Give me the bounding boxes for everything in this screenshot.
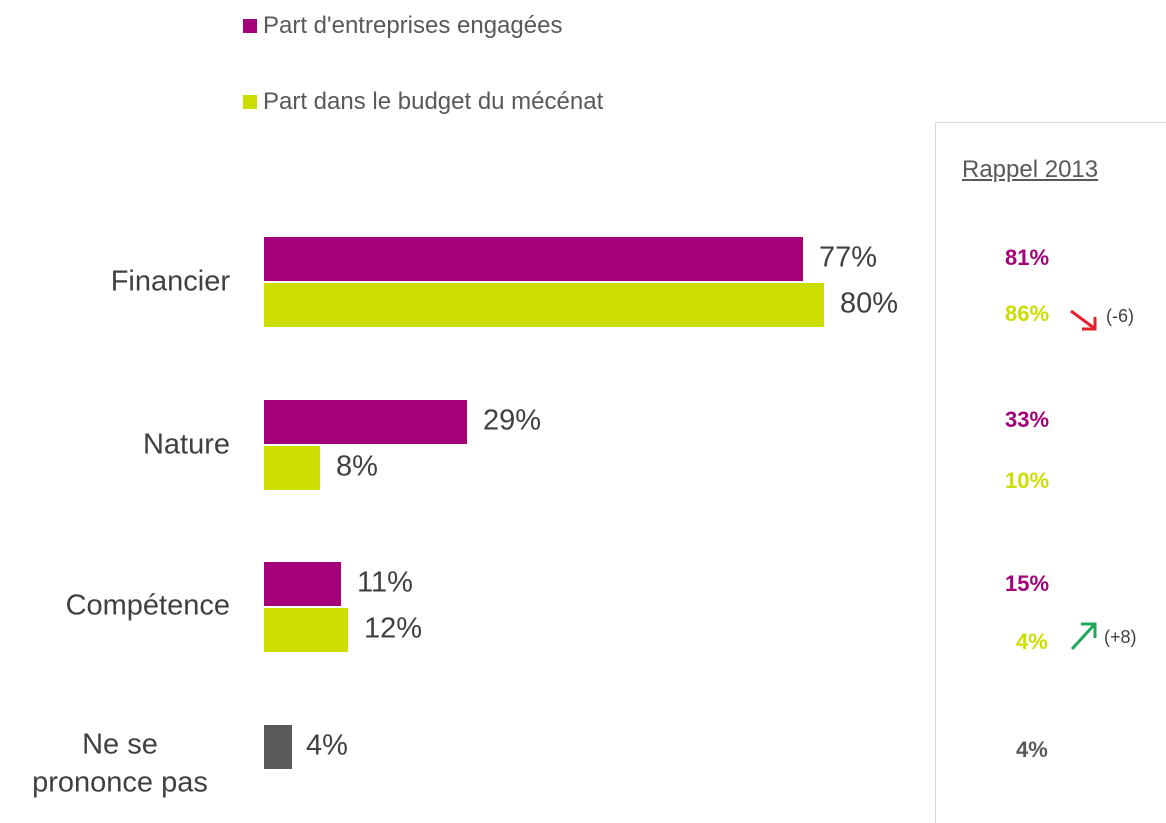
rappel-panel <box>935 122 1166 823</box>
data-label-budget: 80% <box>840 288 898 320</box>
bar-budget <box>264 283 824 327</box>
rappel-financier-engaged: 81% <box>1005 245 1050 270</box>
rappel-nature-budget: 10% <box>1005 468 1050 493</box>
legend-item-engaged: Part d'entreprises engagées <box>243 12 562 40</box>
legend-swatch-budget <box>243 95 257 109</box>
bar-engaged <box>264 237 803 281</box>
arrow-down-right-icon <box>1070 309 1097 331</box>
bar-chart: Financier Nature Compétence Ne se prononce p… <box>32 237 898 799</box>
legend-item-budget: Part dans le budget du mécénat <box>243 88 603 116</box>
legend-label-budget: Part dans le budget du mécénat <box>263 88 604 115</box>
rappel-competence-delta: (+8) <box>1104 627 1137 647</box>
category-label: Nature <box>143 429 230 461</box>
category-label: Compétence <box>66 590 230 622</box>
legend-label-engaged: Part d'entreprises engagées <box>263 12 563 39</box>
arrow-up-right-icon <box>1070 622 1097 651</box>
data-label-budget: 8% <box>336 451 378 483</box>
category-label: prononce pas <box>32 767 208 799</box>
rappel-competence-budget: 4% <box>1016 629 1048 654</box>
bar-nsp <box>264 725 292 769</box>
rappel-nsp: 4% <box>1016 737 1048 762</box>
rappel-financier-delta: (-6) <box>1106 306 1134 326</box>
legend-swatch-engaged <box>243 19 257 33</box>
data-label-engaged: 29% <box>483 405 541 437</box>
data-label-engaged: 11% <box>357 567 413 599</box>
bar-budget <box>264 608 348 652</box>
data-label-engaged: 77% <box>819 242 877 274</box>
rappel-competence-engaged: 15% <box>1005 571 1050 596</box>
rappel-title: Rappel 2013 <box>962 156 1099 183</box>
rappel-nature-engaged: 33% <box>1005 407 1050 432</box>
bar-budget <box>264 446 320 490</box>
category-label: Financier <box>111 266 231 298</box>
bar-engaged <box>264 400 467 444</box>
data-label-nsp: 4% <box>306 730 348 762</box>
rappel-financier-budget: 86% <box>1005 301 1050 326</box>
category-label: Ne se <box>82 729 158 761</box>
bar-engaged <box>264 562 341 606</box>
data-label-budget: 12% <box>364 613 422 645</box>
